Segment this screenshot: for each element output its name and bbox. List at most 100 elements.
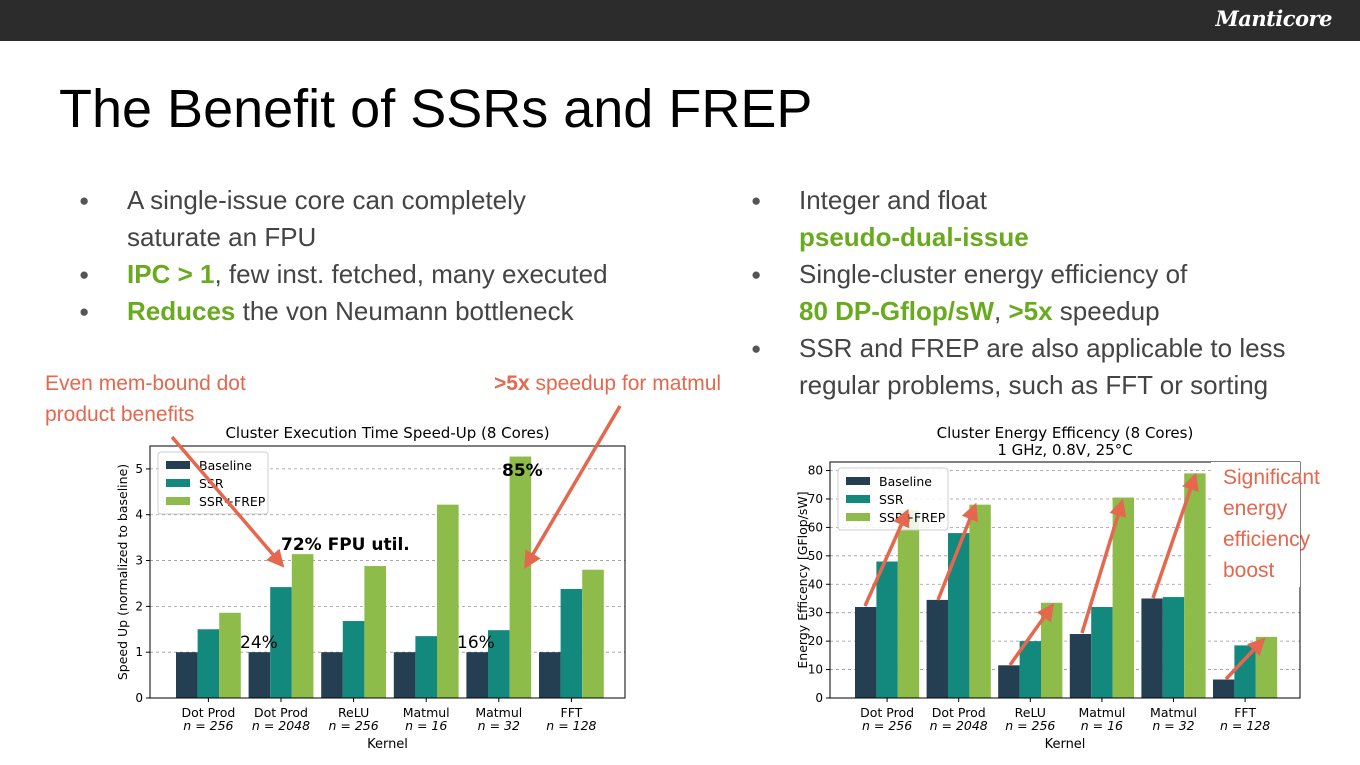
bullet-text: speedup bbox=[1052, 296, 1160, 326]
highlight-text: Reduces bbox=[127, 296, 236, 326]
highlight-text: IPC > 1 bbox=[127, 259, 215, 289]
bar-baseline bbox=[393, 652, 416, 698]
speedup-rest: speedup for matmul bbox=[529, 372, 722, 395]
energy-boost-annotation: efficiency bbox=[1223, 528, 1311, 551]
y-tick-label: 20 bbox=[808, 634, 823, 648]
y-tick-label: 5 bbox=[135, 462, 143, 476]
bar-ssr-frep bbox=[897, 510, 920, 698]
bar-ssr-frep bbox=[437, 504, 459, 698]
bar-baseline bbox=[926, 599, 948, 698]
mem-bound-arrow bbox=[170, 435, 285, 568]
x-tick-label: Dot Prod bbox=[860, 705, 914, 720]
x-tick-label: ReLU bbox=[338, 705, 369, 720]
highlight-text: >5x bbox=[1008, 296, 1053, 326]
bar-ssr bbox=[1162, 597, 1185, 698]
legend-label: SSR+FREP bbox=[199, 494, 266, 509]
bullet-text: , few inst. fetched, many executed bbox=[214, 259, 608, 289]
x-tick-label: Matmul bbox=[403, 705, 450, 720]
bullet-text: the von Neumann bottleneck bbox=[235, 296, 574, 326]
x-tick-sublabel: n = 32 bbox=[478, 718, 520, 733]
bullet-item: A single-issue core can completely satur… bbox=[79, 182, 679, 256]
util-16-label: 16% bbox=[457, 633, 495, 653]
bar-ssr bbox=[415, 636, 437, 698]
bar-ssr-frep bbox=[1041, 602, 1063, 698]
bar-ssr-frep bbox=[509, 456, 532, 698]
legend-swatch bbox=[166, 461, 190, 469]
x-tick-sublabel: n = 16 bbox=[405, 718, 447, 733]
bar-ssr-frep bbox=[1184, 473, 1206, 698]
efficiency-arrow bbox=[1224, 637, 1266, 681]
energy-boost-annotation: Significant bbox=[1223, 466, 1320, 489]
bar-ssr-frep bbox=[219, 612, 241, 698]
y-tick-label: 2 bbox=[135, 599, 143, 613]
highlight-text: 80 DP-Gflop/sW bbox=[799, 296, 995, 326]
legend-swatch bbox=[166, 479, 190, 487]
y-tick-label: 1 bbox=[135, 645, 143, 659]
chart-title: Cluster Execution Time Speed-Up (8 Cores… bbox=[225, 424, 549, 442]
bar-ssr bbox=[270, 587, 292, 698]
bullet-text: , bbox=[994, 296, 1009, 326]
x-tick-sublabel: n = 2048 bbox=[930, 718, 988, 733]
speedup-annotation: >5x speedup for matmul bbox=[494, 368, 721, 399]
x-tick-label: Dot Prod bbox=[932, 705, 986, 720]
x-tick-sublabel: n = 256 bbox=[328, 718, 378, 733]
bullet-text: SSR and FREP are also applicable to less… bbox=[799, 333, 1286, 400]
energy-boost-bg bbox=[1211, 462, 1300, 587]
bar-ssr bbox=[197, 629, 220, 698]
chart-subtitle: 1 GHz, 0.8V, 25°C bbox=[997, 441, 1132, 459]
legend-label: SSR+FREP bbox=[879, 510, 946, 525]
x-tick-label: FFT bbox=[1234, 705, 1256, 720]
bar-ssr-frep bbox=[969, 504, 991, 698]
y-tick-label: 10 bbox=[808, 663, 823, 677]
y-tick-label: 0 bbox=[815, 691, 823, 705]
bullet-text: A single-issue core can completely satur… bbox=[127, 185, 526, 252]
bullet-item: Integer and float pseudo-dual-issue bbox=[751, 182, 1331, 256]
bar-ssr bbox=[1234, 645, 1256, 698]
brand-logo: Manticore bbox=[1215, 6, 1332, 31]
bar-ssr bbox=[1019, 641, 1041, 698]
bar-baseline bbox=[1213, 679, 1235, 698]
y-tick-label: 50 bbox=[808, 549, 823, 563]
bullet-item: SSR and FREP are also applicable to less… bbox=[751, 330, 1331, 404]
right-bullet-list: Integer and float pseudo-dual-issue Sing… bbox=[751, 182, 1331, 404]
legend-swatch bbox=[846, 513, 870, 521]
x-tick-label: ReLU bbox=[1015, 705, 1046, 720]
bar-ssr bbox=[342, 621, 365, 698]
y-axis-label: Speed Up (normalized to baseline) bbox=[115, 464, 130, 680]
bar-baseline bbox=[176, 652, 198, 698]
efficiency-arrow bbox=[1080, 498, 1127, 634]
y-tick-label: 4 bbox=[135, 508, 143, 522]
efficiency-arrow bbox=[1008, 603, 1055, 667]
efficiency-arrow bbox=[936, 502, 979, 601]
x-tick-label: Dot Prod bbox=[254, 705, 308, 720]
x-tick-sublabel: n = 256 bbox=[183, 718, 233, 733]
x-tick-label: Matmul bbox=[1078, 705, 1125, 720]
left-bullet-list: A single-issue core can completely satur… bbox=[79, 182, 679, 330]
legend-label: Baseline bbox=[879, 474, 932, 489]
x-tick-sublabel: n = 128 bbox=[1220, 718, 1270, 733]
util-85-label: 85% bbox=[502, 461, 543, 481]
bullet-text: Integer and float bbox=[799, 185, 987, 215]
y-tick-label: 3 bbox=[135, 554, 143, 568]
y-tick-label: 80 bbox=[808, 464, 823, 478]
bar-baseline bbox=[539, 652, 561, 698]
legend-label: Baseline bbox=[199, 458, 252, 473]
y-tick-label: 40 bbox=[808, 577, 823, 591]
bar-ssr bbox=[488, 630, 510, 698]
x-tick-sublabel: n = 16 bbox=[1081, 718, 1123, 733]
energy-boost-annotation: boost bbox=[1223, 559, 1275, 582]
bar-ssr-frep bbox=[364, 566, 386, 698]
x-tick-sublabel: n = 256 bbox=[862, 718, 912, 733]
bar-baseline bbox=[321, 652, 343, 698]
bar-baseline bbox=[1141, 598, 1163, 698]
chart-title: Cluster Energy Efficency (8 Cores) bbox=[937, 424, 1194, 442]
y-tick-label: 30 bbox=[808, 606, 823, 620]
bar-ssr bbox=[1091, 607, 1113, 698]
util-24-label: 24% bbox=[240, 633, 278, 653]
fpu-util-label: 72% FPU util. bbox=[281, 535, 410, 555]
legend-swatch bbox=[846, 495, 870, 503]
y-tick-label: 0 bbox=[135, 691, 143, 705]
x-axis-label: Kernel bbox=[367, 737, 408, 752]
legend-swatch bbox=[846, 477, 870, 485]
